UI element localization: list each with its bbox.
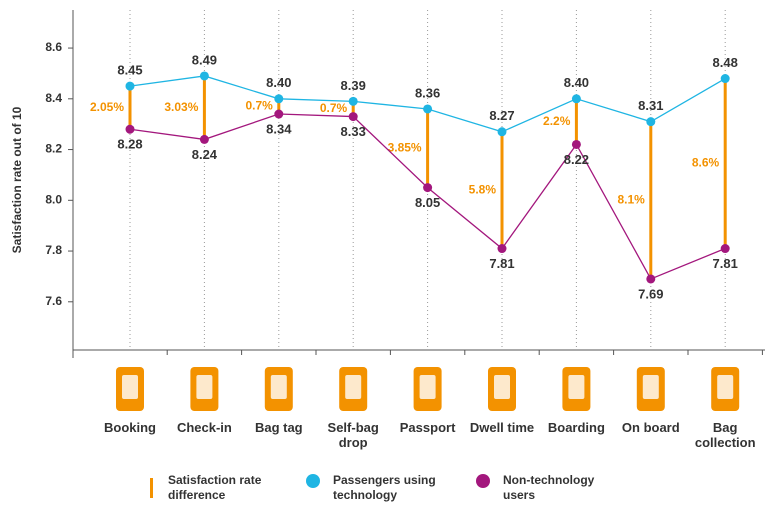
category-icon-detail <box>345 375 362 399</box>
data-label: 8.39 <box>341 78 366 93</box>
data-point <box>348 112 358 122</box>
data-label: 8.45 <box>117 63 142 78</box>
legend-label: Passengers using technology <box>333 473 436 502</box>
data-label: 8.28 <box>117 137 142 152</box>
category-icon-detail <box>494 375 510 399</box>
category-icon-detail <box>568 375 585 399</box>
data-label: 8.22 <box>564 152 589 167</box>
x-tick-label: Check-in <box>176 420 232 435</box>
category-icon-detail <box>122 375 138 399</box>
data-point <box>646 274 656 284</box>
data-point <box>646 117 656 127</box>
y-tick-label: 8.0 <box>45 192 62 206</box>
x-tick-label: Boarding <box>547 420 605 435</box>
data-point <box>497 127 507 137</box>
x-tick-label: Self-bag drop <box>327 420 379 450</box>
data-point <box>423 104 433 114</box>
legend-swatch <box>476 474 490 488</box>
data-point <box>125 124 135 134</box>
difference-label: 5.8% <box>469 182 497 196</box>
data-label: 8.36 <box>415 85 440 100</box>
data-point <box>274 94 284 104</box>
legend-label: Non-technology users <box>503 473 595 502</box>
data-label: 8.24 <box>192 147 218 162</box>
y-tick-label: 8.6 <box>45 40 62 54</box>
data-label: 8.34 <box>266 121 292 136</box>
data-label: 8.40 <box>266 75 291 90</box>
difference-label: 3.85% <box>388 140 422 154</box>
data-label: 7.69 <box>638 286 663 301</box>
difference-label: 2.2% <box>543 114 571 128</box>
difference-label: 0.7% <box>245 99 273 113</box>
y-tick-label: 8.4 <box>45 91 62 105</box>
legend-swatch <box>306 474 320 488</box>
x-tick-label: Dwell time <box>469 420 535 435</box>
data-point <box>720 74 730 84</box>
data-point <box>720 244 730 254</box>
data-label: 8.27 <box>489 108 514 123</box>
difference-label: 8.1% <box>617 192 645 206</box>
data-point <box>571 139 581 149</box>
difference-label: 8.6% <box>692 156 720 170</box>
data-label: 8.40 <box>564 75 589 90</box>
y-tick-label: 7.8 <box>45 243 62 257</box>
legend-label: Satisfaction rate difference <box>168 473 262 502</box>
difference-label: 3.03% <box>164 100 198 114</box>
data-label: 8.49 <box>192 52 217 67</box>
x-tick-label: Booking <box>104 420 156 435</box>
difference-label: 2.05% <box>90 100 124 114</box>
legend-swatch <box>150 478 153 498</box>
data-point <box>199 71 209 81</box>
x-tick-label: Passport <box>399 420 456 435</box>
data-point <box>274 109 284 119</box>
x-tick-label: Bag tag <box>254 420 303 435</box>
data-label: 8.48 <box>713 55 738 70</box>
data-point <box>125 81 135 91</box>
category-icon-detail <box>270 375 287 399</box>
difference-label: 0.7% <box>320 101 348 115</box>
data-point <box>423 183 433 193</box>
y-tick-label: 7.6 <box>45 294 62 308</box>
x-tick-label: Bag collection <box>694 420 756 450</box>
data-label: 7.81 <box>713 256 738 271</box>
data-point <box>497 244 507 254</box>
data-point <box>348 96 358 106</box>
category-icon-detail <box>196 375 213 399</box>
y-axis-label: Satisfaction rate out of 10 <box>10 106 24 253</box>
data-label: 8.05 <box>415 195 440 210</box>
data-point <box>571 94 581 104</box>
data-label: 8.31 <box>638 98 663 113</box>
category-icon-detail <box>717 375 734 399</box>
x-tick-label: On board <box>621 420 680 435</box>
data-label: 7.81 <box>489 256 514 271</box>
data-label: 8.33 <box>341 124 366 139</box>
category-icon-detail <box>642 375 659 399</box>
y-tick-label: 8.2 <box>45 142 62 156</box>
category-icon-detail <box>419 375 436 399</box>
data-point <box>199 134 209 144</box>
